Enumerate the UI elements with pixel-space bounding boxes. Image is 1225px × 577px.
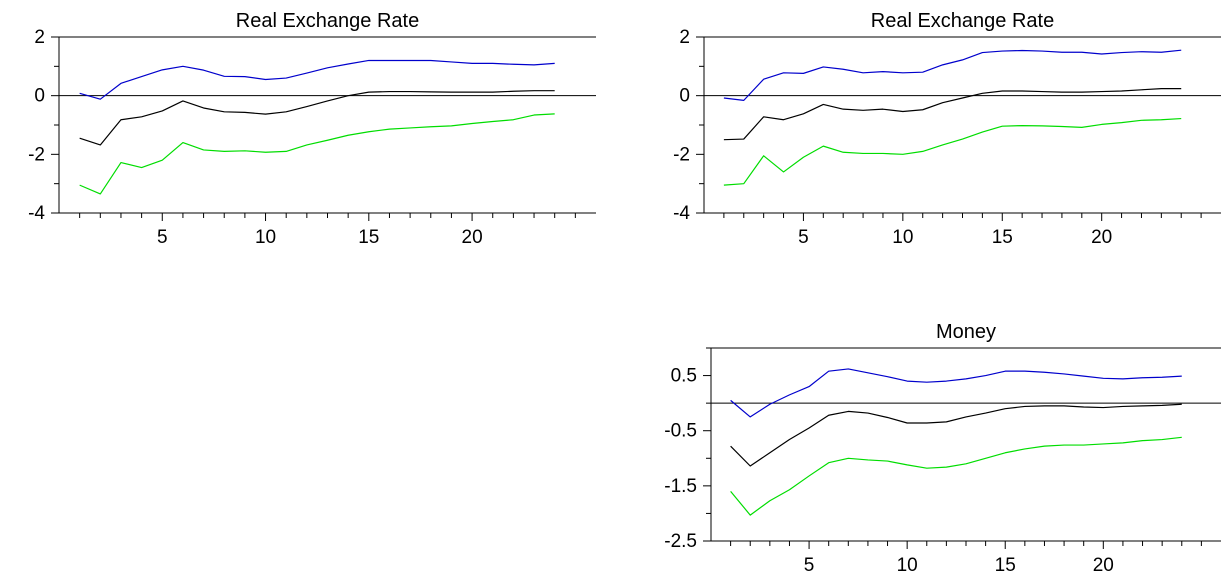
x-tick-label: 10 [255, 227, 276, 248]
y-tick-label: 2 [679, 27, 690, 48]
series-line-lower-band [730, 436, 1182, 516]
y-tick-label: -4 [28, 203, 45, 224]
x-tick-label: 15 [992, 227, 1013, 248]
y-tick-label: -2 [673, 144, 690, 165]
x-tick-label: 10 [892, 227, 913, 248]
x-tick-label: 5 [798, 227, 809, 248]
y-tick-label: -2.5 [664, 531, 697, 552]
series-line-impulse-response [730, 403, 1182, 467]
y-tick-label: 0.5 [671, 366, 697, 387]
x-tick-label: 5 [804, 555, 815, 576]
y-tick-label: 0 [34, 86, 45, 107]
x-tick-label: 10 [897, 555, 918, 576]
series-line-lower-band [79, 113, 555, 195]
series-line-lower-band [723, 117, 1182, 186]
series-line-upper-band [723, 49, 1182, 101]
y-tick-label: 2 [34, 27, 45, 48]
series-line-upper-band [79, 59, 555, 100]
y-tick-label: -2 [28, 144, 45, 165]
x-tick-label: 15 [995, 555, 1016, 576]
x-tick-label: 20 [1091, 227, 1112, 248]
series-line-impulse-response [723, 88, 1182, 141]
x-tick-label: 15 [358, 227, 379, 248]
y-tick-label: -1.5 [664, 476, 697, 497]
y-tick-label: -0.5 [664, 421, 697, 442]
chart-title: Real Exchange Rate [236, 10, 419, 32]
chart-title: Real Exchange Rate [871, 10, 1054, 32]
series-line-impulse-response [79, 90, 555, 146]
y-tick-label: 0 [679, 86, 690, 107]
chart-title: Money [936, 321, 996, 343]
chart-panel-money: Money 0.5 -0.5 -1.5 -2.5 5 10 15 20 [664, 321, 1221, 576]
series-line-upper-band [730, 368, 1182, 418]
x-tick-label: 5 [157, 227, 168, 248]
x-tick-label: 20 [462, 227, 483, 248]
y-tick-label: -4 [673, 203, 690, 224]
x-tick-label: 20 [1093, 555, 1114, 576]
